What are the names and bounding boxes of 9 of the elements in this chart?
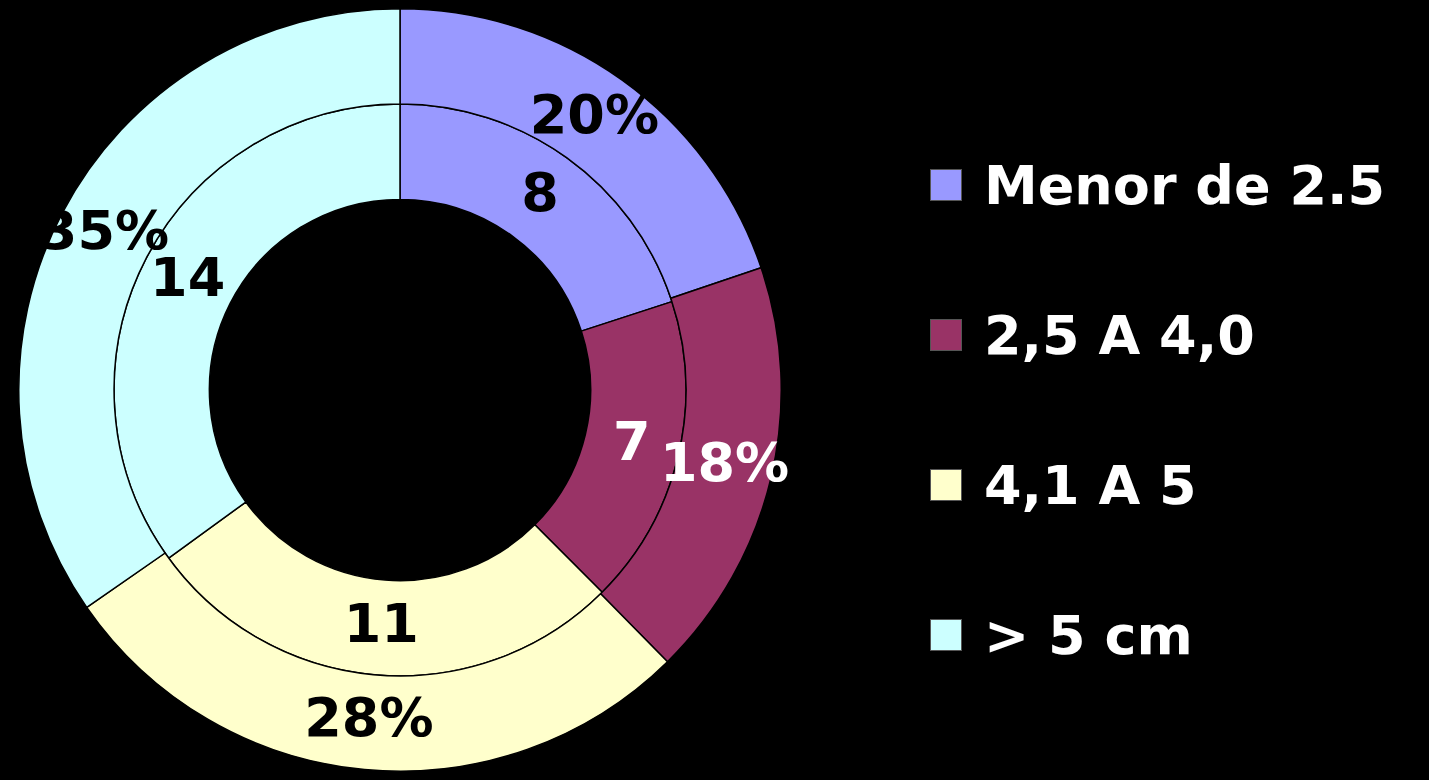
data-label: 20%: [529, 82, 660, 146]
data-label: 28%: [304, 686, 434, 750]
legend-label: 2,5 A 4,0: [984, 303, 1255, 367]
data-label: 8: [521, 161, 559, 225]
data-label: 11: [343, 591, 419, 655]
data-label: 7: [612, 409, 651, 473]
legend-label: Menor de 2.5: [984, 153, 1386, 217]
legend-label: > 5 cm: [984, 603, 1193, 667]
legend-label: 4,1 A 5: [984, 453, 1197, 517]
